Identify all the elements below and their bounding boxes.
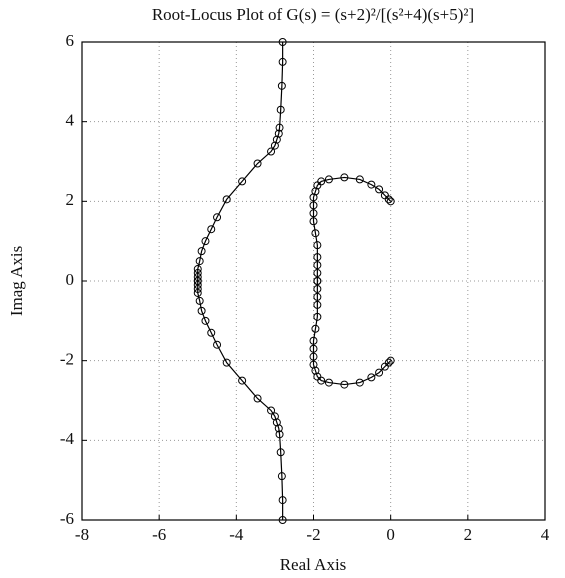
locus-point — [267, 147, 276, 156]
y-tick-label: 6 — [66, 31, 75, 50]
locus-point — [309, 209, 318, 218]
locus-point — [313, 261, 322, 270]
locus-point — [313, 292, 322, 301]
x-tick-label: 4 — [541, 525, 550, 544]
locus-point — [375, 368, 384, 377]
locus-point — [213, 340, 222, 349]
locus-point — [274, 129, 283, 138]
locus-point — [386, 356, 395, 365]
locus-point — [238, 376, 247, 385]
locus-point — [309, 352, 318, 361]
locus-point — [311, 324, 320, 333]
locus-point — [193, 269, 202, 278]
locus-point — [207, 225, 216, 234]
locus-point — [197, 306, 206, 315]
locus-point — [193, 288, 202, 297]
locus-point — [380, 191, 389, 200]
locus-point — [309, 360, 318, 369]
locus-point — [313, 253, 322, 262]
locus-point — [277, 472, 286, 481]
x-tick-label: 0 — [386, 525, 395, 544]
y-tick-label: 4 — [66, 111, 75, 130]
x-tick-label: 2 — [464, 525, 473, 544]
x-axis-label: Real Axis — [280, 555, 347, 574]
y-axis-label: Imag Axis — [7, 246, 26, 316]
locus-point — [253, 394, 262, 403]
y-tick-label: -6 — [60, 509, 74, 528]
locus-point — [272, 418, 281, 427]
locus-point — [267, 406, 276, 415]
locus-point — [193, 284, 202, 293]
locus-point — [207, 328, 216, 337]
locus-point — [355, 378, 364, 387]
x-tick-label: -6 — [152, 525, 166, 544]
locus-point — [238, 177, 247, 186]
locus-point — [193, 265, 202, 274]
locus-point — [313, 241, 322, 250]
locus-point — [313, 181, 322, 190]
locus-point — [324, 175, 333, 184]
locus-point — [380, 362, 389, 371]
locus-point — [278, 516, 287, 524]
locus-point — [313, 300, 322, 309]
plot-frame — [81, 41, 546, 521]
locus-point — [367, 373, 376, 382]
locus-point — [309, 217, 318, 226]
locus-point — [201, 316, 210, 325]
x-tick-label: -2 — [306, 525, 320, 544]
locus-point — [313, 269, 322, 278]
locus-point — [311, 187, 320, 196]
locus-point — [276, 448, 285, 457]
locus-point — [222, 195, 231, 204]
locus-branch — [197, 281, 284, 520]
locus-point — [309, 336, 318, 345]
locus-point — [270, 141, 279, 150]
locus-point — [375, 185, 384, 194]
locus-point — [340, 173, 349, 182]
y-tick-label: -2 — [60, 350, 74, 369]
locus-point — [275, 430, 284, 439]
locus-point — [195, 296, 204, 305]
x-tick-label: -8 — [75, 525, 89, 544]
locus-point — [309, 193, 318, 202]
locus-branch — [197, 42, 284, 281]
y-tick-label: 0 — [66, 270, 75, 289]
chart-title: Root-Locus Plot of G(s) = (s+2)²/[(s²+4)… — [152, 5, 474, 24]
locus-point — [195, 257, 204, 266]
locus-point — [313, 277, 322, 285]
locus-point — [309, 344, 318, 353]
locus-point — [277, 81, 286, 90]
locus-point — [278, 57, 287, 66]
locus-point — [201, 237, 210, 246]
locus-point — [276, 105, 285, 114]
locus-point — [253, 159, 262, 168]
locus-point — [386, 197, 395, 206]
locus-point — [274, 424, 283, 433]
y-tick-label: 2 — [66, 190, 75, 209]
locus-point — [275, 123, 284, 132]
locus-point — [324, 378, 333, 387]
locus-point — [311, 229, 320, 238]
locus-point — [193, 280, 202, 289]
y-tick-label: -4 — [60, 429, 75, 448]
locus-point — [355, 175, 364, 184]
locus-point — [313, 284, 322, 293]
locus-point — [193, 273, 202, 282]
locus-point — [309, 201, 318, 210]
locus-point — [272, 135, 281, 144]
locus-point — [278, 496, 287, 505]
locus-point — [222, 358, 231, 367]
locus-point — [311, 366, 320, 375]
locus-point — [313, 372, 322, 381]
locus-point — [270, 412, 279, 421]
locus-point — [313, 312, 322, 321]
x-tick-label: -4 — [229, 525, 244, 544]
locus-point — [278, 38, 287, 46]
locus-point — [367, 180, 376, 189]
locus-point — [197, 247, 206, 256]
locus-point — [213, 213, 222, 222]
locus-point — [340, 380, 349, 389]
locus-point — [193, 277, 202, 285]
